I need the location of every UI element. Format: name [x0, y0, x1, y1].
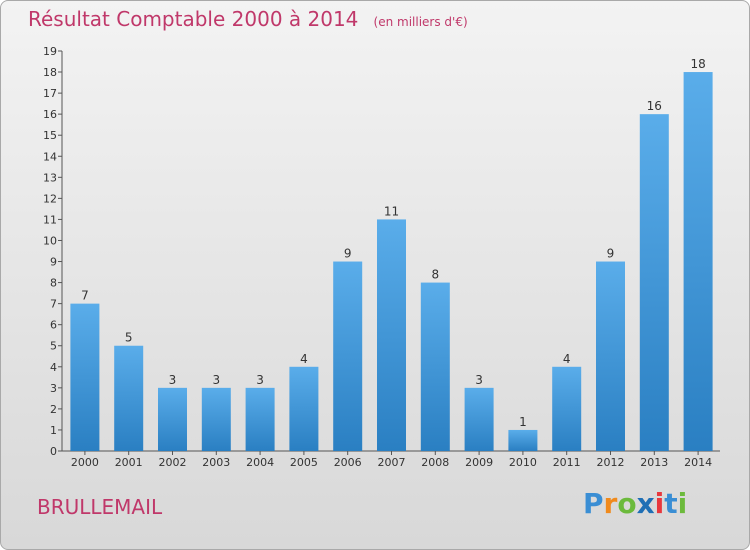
- y-tick-label: 8: [50, 277, 57, 290]
- x-tick-label: 2001: [115, 456, 143, 469]
- y-tick-label: 4: [50, 361, 57, 374]
- y-tick-label: 2: [50, 403, 57, 416]
- chart-subtitle: (en milliers d'€): [373, 15, 468, 29]
- bar-value-label: 5: [125, 331, 133, 345]
- logo-letter: t: [664, 487, 678, 520]
- bar: [420, 282, 450, 451]
- x-tick-label: 2009: [465, 456, 493, 469]
- x-tick-label: 2000: [71, 456, 99, 469]
- bar: [464, 387, 494, 451]
- y-tick-label: 9: [50, 256, 57, 269]
- bar-value-label: 4: [300, 352, 308, 366]
- title-row: Résultat Comptable 2000 à 2014 (en milli…: [28, 7, 468, 31]
- bar-value-label: 3: [169, 373, 177, 387]
- bar-value-label: 3: [475, 373, 483, 387]
- x-tick-label: 2012: [597, 456, 625, 469]
- x-tick-label: 2006: [334, 456, 362, 469]
- x-tick-label: 2004: [246, 456, 274, 469]
- y-tick-label: 16: [43, 108, 57, 121]
- y-tick-label: 19: [43, 45, 57, 58]
- bar-value-label: 16: [647, 99, 662, 113]
- bar-value-label: 11: [384, 204, 399, 218]
- commune-name: BRULLEMAIL: [37, 495, 163, 519]
- y-tick-label: 3: [50, 382, 57, 395]
- bar-value-label: 9: [344, 247, 352, 261]
- bar-value-label: 9: [607, 247, 615, 261]
- bar: [70, 303, 100, 451]
- y-tick-label: 6: [50, 319, 57, 332]
- bar: [508, 429, 538, 451]
- bar: [158, 387, 187, 451]
- bar: [639, 114, 669, 451]
- bar-value-label: 4: [563, 352, 571, 366]
- bar: [289, 366, 319, 451]
- logo-letter: i: [654, 487, 665, 520]
- y-tick-label: 18: [43, 66, 57, 79]
- bar-value-label: 8: [431, 268, 439, 282]
- x-tick-label: 2013: [640, 456, 668, 469]
- logo-letter: i: [677, 487, 688, 520]
- y-tick-label: 5: [50, 340, 57, 353]
- x-tick-label: 2003: [202, 456, 230, 469]
- y-tick-label: 14: [43, 150, 57, 163]
- x-tick-label: 2002: [159, 456, 187, 469]
- y-tick-label: 12: [43, 192, 57, 205]
- y-tick-label: 11: [43, 213, 57, 226]
- y-tick-label: 10: [43, 234, 57, 247]
- x-tick-label: 2007: [378, 456, 406, 469]
- x-tick-label: 2005: [290, 456, 318, 469]
- bar: [552, 366, 582, 451]
- bar: [333, 261, 363, 451]
- bar: [596, 261, 625, 451]
- bar-value-label: 3: [212, 373, 220, 387]
- bar-value-label: 3: [256, 373, 264, 387]
- x-tick-label: 2011: [553, 456, 581, 469]
- chart-title: Résultat Comptable 2000 à 2014: [28, 7, 359, 31]
- y-tick-label: 15: [43, 129, 57, 142]
- x-tick-label: 2010: [509, 456, 537, 469]
- y-tick-label: 17: [43, 87, 57, 100]
- logo-letter: P: [583, 487, 604, 520]
- y-tick-label: 7: [50, 298, 57, 311]
- bar: [114, 345, 144, 451]
- bar: [377, 219, 406, 451]
- bar: [201, 387, 231, 451]
- bar-value-label: 1: [519, 415, 527, 429]
- y-tick-label: 1: [50, 424, 57, 437]
- bar-value-label: 18: [690, 57, 705, 71]
- logo-letter: o: [617, 487, 637, 520]
- bar: [245, 387, 275, 451]
- y-tick-label: 13: [43, 171, 57, 184]
- logo-letter: r: [603, 487, 618, 520]
- x-tick-label: 2014: [684, 456, 712, 469]
- proxiti-logo: Proxiti: [583, 487, 687, 520]
- y-tick-label: 0: [50, 445, 57, 458]
- x-tick-label: 2008: [421, 456, 449, 469]
- bar-value-label: 7: [81, 289, 89, 303]
- logo-letter: x: [636, 487, 655, 520]
- bar: [683, 72, 713, 451]
